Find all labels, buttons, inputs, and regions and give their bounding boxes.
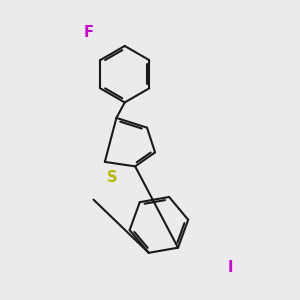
Circle shape [104,169,121,186]
Circle shape [81,24,98,40]
Text: F: F [84,25,94,40]
Circle shape [223,260,239,276]
Text: I: I [228,260,234,275]
Text: S: S [107,170,118,185]
